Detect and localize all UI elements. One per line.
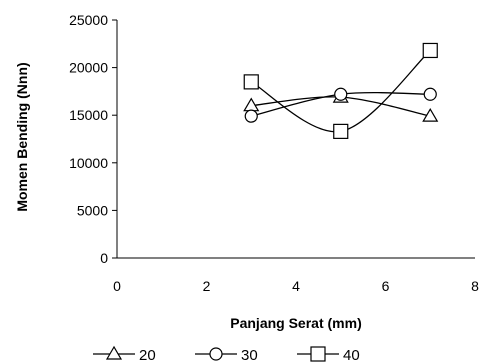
series-layer	[243, 42, 439, 139]
series-40	[243, 42, 438, 139]
data-point-40	[333, 123, 349, 139]
data-point-20	[422, 107, 439, 122]
legend: 20 30 40	[93, 345, 360, 364]
y-tick-label: 10000	[69, 155, 108, 171]
series-30	[244, 87, 437, 123]
data-point-30	[423, 87, 437, 101]
y-axis: 0 5000 10000 15000 20000 25000	[69, 12, 118, 266]
legend-label: 20	[139, 347, 156, 364]
x-tick-label: 4	[292, 278, 300, 294]
data-point-30	[244, 109, 258, 123]
y-tick-label: 0	[100, 250, 108, 266]
legend-item-30: 30	[195, 347, 258, 364]
legend-marker	[209, 347, 223, 361]
data-point-40	[243, 74, 259, 90]
legend-label: 30	[241, 347, 258, 364]
y-tick-label: 25000	[69, 12, 108, 28]
y-tick-label: 20000	[69, 60, 108, 76]
data-point-30	[334, 87, 348, 101]
data-point-40	[422, 42, 438, 59]
x-axis: 0 2 4 6 8	[113, 257, 479, 294]
y-axis-title: Momen Bending (Nnn)	[14, 62, 30, 211]
x-tick-label: 0	[113, 278, 121, 294]
x-tick-label: 8	[471, 278, 479, 294]
y-tick-label: 5000	[77, 202, 108, 218]
legend-marker	[310, 346, 326, 362]
legend-item-40: 40	[297, 346, 360, 364]
x-axis-title: Panjang Serat (mm)	[230, 315, 361, 331]
y-tick-label: 15000	[69, 107, 108, 123]
x-tick-label: 2	[203, 278, 211, 294]
x-tick-label: 6	[382, 278, 390, 294]
legend-label: 40	[343, 347, 360, 364]
legend-marker	[105, 345, 123, 360]
legend-item-20: 20	[93, 345, 156, 364]
